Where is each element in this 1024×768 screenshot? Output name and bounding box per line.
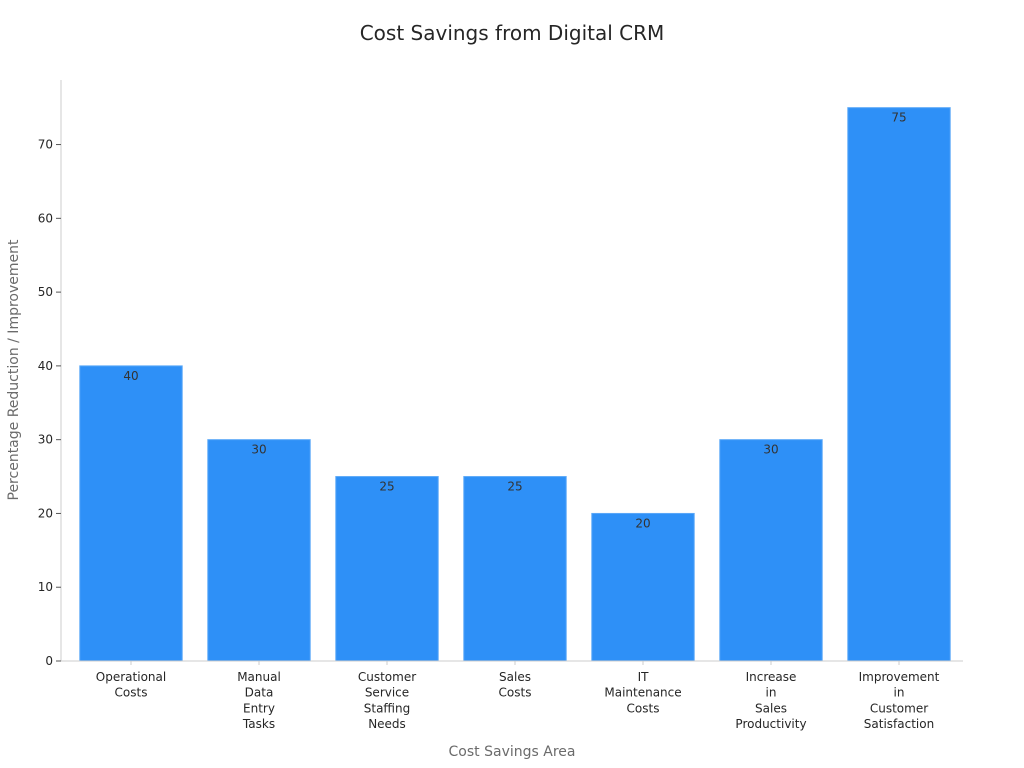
x-tick-label: Sales Costs xyxy=(499,670,532,700)
data-label: 30 xyxy=(251,443,266,457)
data-label: 25 xyxy=(379,480,394,494)
y-tick-label: 50 xyxy=(38,285,53,299)
bar xyxy=(847,107,951,662)
y-tick-label: 40 xyxy=(38,359,53,373)
data-label: 75 xyxy=(891,111,906,125)
x-tick-label: IT Maintenance Costs xyxy=(604,670,681,715)
y-tick-label: 0 xyxy=(45,654,53,668)
bar xyxy=(719,439,823,662)
labels-group: 40 Operational Costs 30 Manual Data Entry Tasks… xyxy=(38,111,940,731)
bar xyxy=(207,439,311,662)
bar xyxy=(79,365,183,662)
y-tick-label: 70 xyxy=(38,138,53,152)
chart-title: Cost Savings from Digital CRM xyxy=(360,21,665,45)
data-label: 25 xyxy=(507,480,522,494)
y-axis-title: Percentage Reduction / Improvement xyxy=(6,239,22,501)
y-tick-label: 10 xyxy=(38,580,53,594)
bar xyxy=(591,512,695,662)
data-label: 20 xyxy=(635,516,650,530)
y-tick-label: 20 xyxy=(38,506,53,520)
bar xyxy=(463,476,567,662)
x-tick-label: Increase in Sales Productivity xyxy=(735,670,806,731)
axes-group xyxy=(56,80,963,665)
x-axis-title: Cost Savings Area xyxy=(449,744,576,760)
data-label: 40 xyxy=(123,369,138,383)
bar xyxy=(335,476,439,662)
x-tick-label: Operational Costs xyxy=(96,670,166,700)
data-label: 30 xyxy=(763,443,778,457)
bars-group xyxy=(79,107,951,662)
x-tick-label: Manual Data Entry Tasks xyxy=(237,670,281,731)
x-tick-label: Customer Service Staffing Needs xyxy=(358,670,416,731)
y-tick-label: 30 xyxy=(38,433,53,447)
y-tick-label: 60 xyxy=(38,211,53,225)
x-tick-label: Improvement in Customer Satisfaction xyxy=(859,670,940,731)
